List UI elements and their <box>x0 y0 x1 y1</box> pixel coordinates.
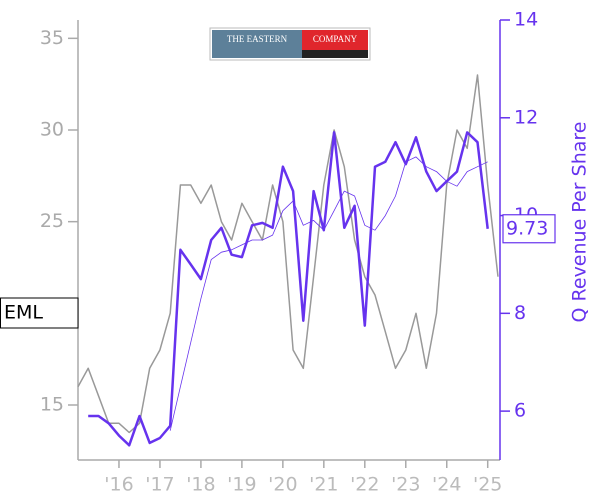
logo-strip <box>302 50 368 58</box>
series-line <box>169 156 488 431</box>
y2-tick-label: 14 <box>514 9 538 31</box>
x-tick-label: '25 <box>473 474 502 496</box>
x-tick-label: '22 <box>350 474 379 496</box>
logo: THE EASTERN COMPANY <box>209 27 371 61</box>
y-tick-label: 30 <box>40 119 64 141</box>
x-tick-label: '20 <box>268 474 297 496</box>
last-value-label: 9.73 <box>506 217 548 239</box>
logo-text: COMPANY <box>313 34 358 44</box>
ticker-box <box>0 297 79 329</box>
x-tick-label: '19 <box>227 474 256 496</box>
series-line <box>77 74 499 434</box>
x-tick-label: '17 <box>145 474 174 496</box>
logo-text: THE EASTERN <box>227 34 288 44</box>
y-tick-label: 15 <box>40 394 64 416</box>
x-tick-label: '24 <box>432 474 461 496</box>
x-tick-label: '18 <box>186 474 215 496</box>
y-tick-label: 25 <box>40 210 64 232</box>
last-value-box <box>502 214 556 244</box>
logo-left <box>212 30 302 58</box>
y2-tick-label: 8 <box>514 302 526 324</box>
y-tick-label: 35 <box>40 27 64 49</box>
y2-axis-label: Q Revenue Per Share <box>569 122 591 323</box>
x-tick-label: '21 <box>309 474 338 496</box>
logo-right <box>302 30 368 50</box>
series-line <box>88 131 489 447</box>
x-tick-label: '16 <box>104 474 133 496</box>
y2-tick-label: 12 <box>514 106 538 128</box>
ticker-label: EML <box>4 302 43 324</box>
y2-tick-label: 6 <box>514 400 526 422</box>
x-tick-label: '23 <box>391 474 420 496</box>
